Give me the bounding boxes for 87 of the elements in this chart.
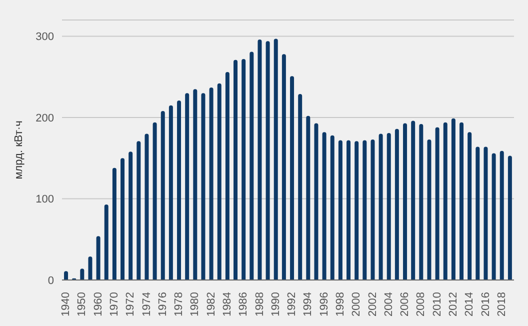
x-tick-label: 2016 <box>480 292 492 316</box>
x-tick-label: 1960 <box>92 292 104 316</box>
bar <box>435 127 440 280</box>
bar <box>500 150 504 280</box>
bar <box>394 128 399 280</box>
bar <box>168 105 173 280</box>
bar <box>492 153 496 280</box>
bar <box>258 40 262 280</box>
x-tick-label: 1978 <box>173 292 186 316</box>
bar <box>386 132 391 280</box>
x-tick-label: 1998 <box>334 292 346 316</box>
x-tick-label: 1950 <box>76 292 88 316</box>
bar <box>443 122 448 280</box>
x-tick-label: 2004 <box>382 292 395 316</box>
bar <box>460 122 464 280</box>
bar <box>306 116 310 280</box>
bar <box>193 89 198 280</box>
bar <box>274 38 278 280</box>
bar <box>282 54 286 280</box>
y-axis-title: млрд. кВт·ч <box>12 120 25 180</box>
bar <box>104 204 108 280</box>
x-tick-label: 1974 <box>140 292 153 316</box>
bar <box>403 123 408 280</box>
bar <box>378 134 383 280</box>
x-tick-label: 2000 <box>350 292 363 316</box>
bar <box>217 83 222 280</box>
bar <box>88 256 92 280</box>
x-tick-label: 1970 <box>108 292 120 316</box>
bar <box>298 94 302 280</box>
x-tick-label: 2010 <box>431 292 444 316</box>
bar <box>120 158 125 280</box>
bar <box>80 268 84 280</box>
x-tick-label: 1982 <box>205 292 218 316</box>
bar <box>338 140 342 280</box>
bar <box>346 140 351 280</box>
bar <box>209 87 214 280</box>
bar <box>177 100 182 280</box>
x-tick-label: 1996 <box>318 292 330 316</box>
x-tick-label: 1994 <box>302 292 314 316</box>
y-tick-label: 0 <box>48 274 54 287</box>
bar <box>96 236 100 280</box>
bar <box>427 139 432 280</box>
bar <box>330 135 334 280</box>
bar <box>468 132 472 280</box>
bar <box>201 93 206 280</box>
x-tick-label: 1986 <box>238 292 250 316</box>
x-tick-label: 1972 <box>124 292 137 316</box>
bar <box>484 146 488 280</box>
x-tick-label: 1940 <box>60 292 72 316</box>
bar <box>234 60 238 280</box>
x-tick-label: 2008 <box>415 292 428 316</box>
bar <box>185 93 190 280</box>
bar <box>136 141 141 280</box>
bar <box>290 76 294 280</box>
bar <box>476 146 480 280</box>
x-tick-label: 2014 <box>464 292 476 316</box>
bar <box>508 156 512 280</box>
bar <box>314 123 318 280</box>
x-tick-label: 1988 <box>254 292 266 316</box>
x-tick-label: 1984 <box>221 292 234 316</box>
x-tick-label: 2006 <box>399 292 412 316</box>
x-tick-label: 2012 <box>447 292 460 316</box>
bar <box>419 124 424 280</box>
bar <box>354 141 359 280</box>
bar <box>411 120 416 280</box>
bar <box>144 134 149 280</box>
bar <box>128 152 133 280</box>
x-tick-label: 2002 <box>366 292 379 316</box>
x-tick-label: 1992 <box>286 292 298 316</box>
bar <box>322 132 326 280</box>
bar <box>225 72 230 280</box>
bar <box>152 122 157 280</box>
x-tick-label: 1990 <box>270 292 282 316</box>
y-tick-label: 300 <box>36 31 54 44</box>
x-tick-label: 2018 <box>496 292 508 316</box>
bar <box>451 118 456 280</box>
bar <box>266 41 270 280</box>
bar <box>362 140 367 280</box>
y-tick-label: 200 <box>36 112 54 124</box>
bar <box>370 139 375 280</box>
bar <box>250 52 254 280</box>
bar <box>112 168 116 280</box>
x-tick-label: 1980 <box>189 292 202 316</box>
bar <box>242 59 246 280</box>
bar <box>160 111 165 280</box>
y-tick-label: 100 <box>36 194 54 206</box>
x-tick-label: 1976 <box>156 292 169 316</box>
